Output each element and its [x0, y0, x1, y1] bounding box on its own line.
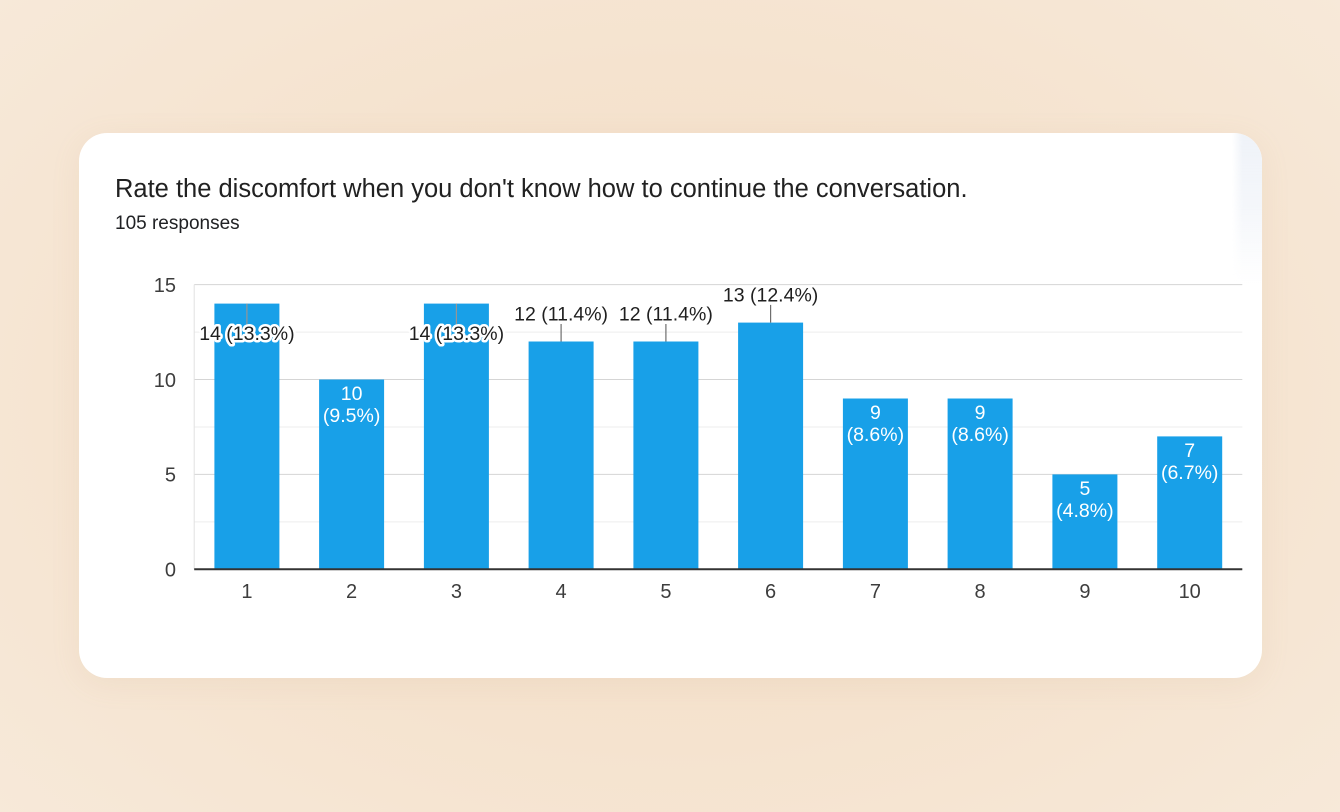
- svg-text:0: 0: [165, 560, 176, 582]
- svg-text:9: 9: [1079, 581, 1090, 603]
- svg-text:7: 7: [870, 581, 881, 603]
- svg-text:5: 5: [660, 581, 671, 603]
- svg-text:(8.6%): (8.6%): [847, 424, 904, 446]
- svg-text:5: 5: [1079, 478, 1090, 500]
- svg-text:14 (13.3%): 14 (13.3%): [409, 323, 504, 345]
- svg-text:7: 7: [1184, 440, 1195, 462]
- svg-text:5: 5: [165, 465, 176, 487]
- svg-text:6: 6: [765, 581, 776, 603]
- svg-text:8: 8: [975, 581, 986, 603]
- svg-text:9: 9: [870, 402, 881, 424]
- svg-text:10: 10: [154, 370, 176, 392]
- svg-text:(6.7%): (6.7%): [1161, 462, 1218, 484]
- svg-text:12 (11.4%): 12 (11.4%): [619, 304, 713, 326]
- svg-text:3: 3: [451, 581, 462, 603]
- svg-text:14 (13.3%): 14 (13.3%): [199, 323, 294, 345]
- svg-text:1: 1: [241, 581, 252, 603]
- svg-text:(8.6%): (8.6%): [951, 424, 1008, 446]
- svg-text:15: 15: [154, 275, 176, 297]
- svg-text:13 (12.4%): 13 (12.4%): [723, 285, 818, 307]
- svg-text:12 (11.4%): 12 (11.4%): [514, 304, 608, 326]
- svg-text:2: 2: [346, 581, 357, 603]
- svg-text:10: 10: [341, 383, 363, 405]
- svg-text:9: 9: [975, 402, 986, 424]
- svg-text:(9.5%): (9.5%): [323, 405, 380, 427]
- svg-text:10: 10: [1179, 581, 1201, 603]
- svg-text:4: 4: [556, 581, 567, 603]
- svg-text:(4.8%): (4.8%): [1056, 500, 1113, 522]
